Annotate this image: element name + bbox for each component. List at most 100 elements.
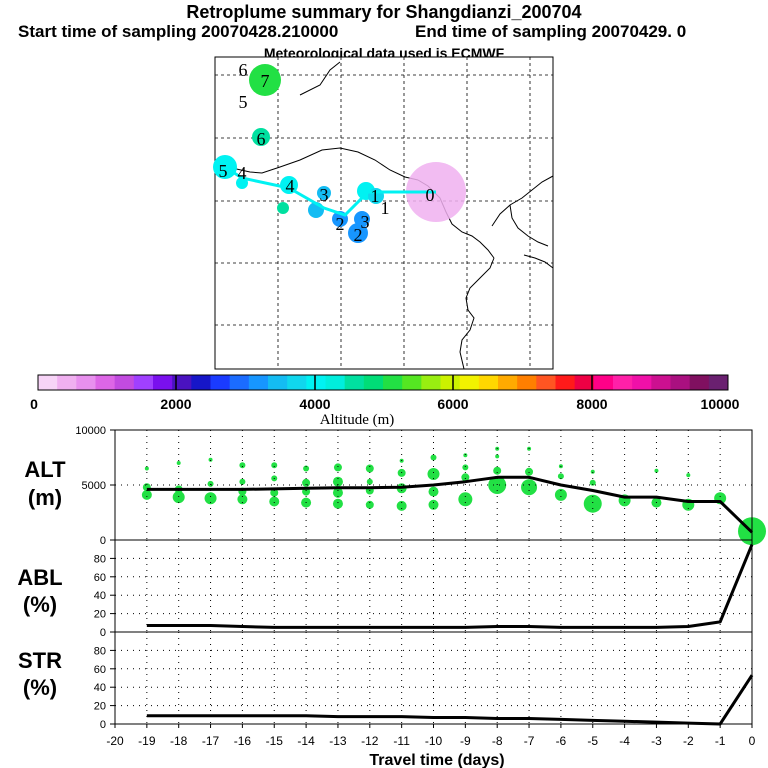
panel-ylabel: STR [18, 648, 62, 673]
panel-xtick-label: -10 [425, 734, 443, 748]
panel-ytick-label: 0 [100, 535, 106, 547]
plume-bubble [462, 464, 469, 471]
plume-bubble [458, 492, 473, 507]
panel-xtick-label: -11 [393, 734, 410, 748]
colorbar-swatch [172, 375, 192, 390]
colorbar-tick: 0 [30, 396, 38, 412]
panel-ytick-label: 20 [94, 701, 106, 713]
traj-label: 1 [371, 186, 380, 206]
plume-bubble [208, 457, 213, 462]
coastlines [214, 61, 554, 370]
traj-label: 4 [238, 163, 247, 183]
colorbar-swatch [593, 375, 614, 390]
colorbar-swatch [38, 375, 58, 390]
colorbar-swatch [363, 375, 384, 390]
colorbar-swatch [306, 375, 326, 390]
start-time-label: Start time of sampling 20070428.210000 [18, 22, 339, 41]
colorbar-swatch [536, 375, 556, 390]
plume-bubble [583, 494, 602, 513]
panel-xtick-label: -4 [619, 734, 630, 748]
plume-bubble [176, 461, 181, 465]
traj-label: 2 [354, 225, 363, 245]
plume-bubble [521, 479, 538, 496]
plume-bubble [493, 466, 502, 475]
colorbar-swatch [670, 375, 691, 390]
panel-ytick-label: 40 [94, 682, 106, 694]
colorbar-swatch [268, 375, 288, 390]
colorbar-swatch [114, 375, 135, 390]
colorbar-swatch [344, 375, 365, 390]
panel-ytick-label: 80 [94, 553, 106, 565]
panel-ytick-label: 80 [94, 645, 106, 657]
map-frame [214, 56, 554, 370]
plume-bubble [654, 468, 659, 473]
panel-xtick-label: -12 [361, 734, 379, 748]
colorbar-swatch [459, 375, 480, 390]
colorbar-swatch [440, 375, 461, 390]
colorbar-swatch [498, 375, 518, 390]
panel-ylabel: (%) [23, 592, 57, 617]
traj-label: 3 [361, 212, 370, 232]
panel-xtick-label: -17 [202, 734, 220, 748]
plume-bubble [557, 473, 564, 480]
panel-ytick-label: 20 [94, 609, 106, 621]
colorbar-tick: 8000 [576, 396, 607, 412]
colorbar-swatch [191, 375, 211, 390]
colorbar-swatch [229, 375, 250, 390]
plume-bubble [396, 500, 407, 511]
trajectory-line [224, 165, 436, 217]
plume-bubble [204, 492, 217, 505]
plume-bubble [172, 491, 185, 504]
panel-xtick-label: -7 [524, 734, 535, 748]
plume-bubble [239, 478, 246, 485]
plume-bubble [239, 462, 246, 469]
colorbar-tick: 6000 [437, 396, 468, 412]
time-series-panels: 0500010000ALT(m)020406080ABL(%)020406080… [17, 425, 766, 768]
plume-bubble [554, 488, 567, 501]
colorbar-swatch [517, 375, 537, 390]
colorbar-swatch [133, 375, 154, 390]
colorbar-swatch [708, 375, 729, 390]
altitude-axis-label: Altitude (m) [320, 412, 395, 428]
plume-bubble [428, 486, 439, 497]
plume-bubble [590, 469, 595, 474]
panel-ytick-label: 0 [100, 627, 106, 639]
plume-bubble [303, 465, 310, 472]
colorbar-swatch [325, 375, 346, 390]
series-line [146, 544, 754, 629]
panel-ytick-label: 5000 [82, 480, 106, 492]
traj-label: 6 [239, 60, 248, 80]
traj-label: 5 [239, 92, 248, 112]
colorbar-tick: 4000 [299, 396, 330, 412]
plume-bubble [686, 473, 691, 478]
altitude-colorbar [38, 375, 729, 390]
panel-ytick-label: 0 [100, 719, 106, 731]
trajectory-labels: 0 1 1 2 2 3 3 4 4 5 5 6 6 7 [219, 60, 435, 245]
plume-bubble [333, 463, 342, 472]
traj-label: 7 [261, 71, 270, 91]
panel-xtick-label: -18 [170, 734, 188, 748]
panel-ylabel: (%) [23, 675, 57, 700]
panel-xtick-label: -9 [460, 734, 471, 748]
plume-bubble [525, 467, 534, 476]
panel-xtick-label: -8 [492, 734, 503, 748]
panel-xtick-label: -19 [138, 734, 156, 748]
colorbar-swatch [613, 375, 633, 390]
colorbar-swatch [287, 375, 307, 390]
traj-label: 5 [219, 161, 228, 181]
panel-ytick-label: 60 [94, 664, 106, 676]
traj-label: 1 [381, 198, 390, 218]
colorbar-swatch [421, 375, 441, 390]
colorbar-swatch [383, 375, 403, 390]
panel-xtick-label: -3 [651, 734, 662, 748]
panel-ylabel: ALT [24, 457, 66, 482]
colorbar-ticks: 0 2000 4000 6000 8000 10000 [30, 396, 740, 412]
chart-title: Retroplume summary for Shangdianzi_20070… [186, 2, 582, 22]
traj-label: 3 [320, 185, 329, 205]
plume-bubble [463, 453, 468, 458]
plume-bubble [365, 500, 374, 509]
plume-bubble [495, 454, 500, 459]
panel-ytick-label: 40 [94, 590, 106, 602]
colorbar-swatch [632, 375, 652, 390]
